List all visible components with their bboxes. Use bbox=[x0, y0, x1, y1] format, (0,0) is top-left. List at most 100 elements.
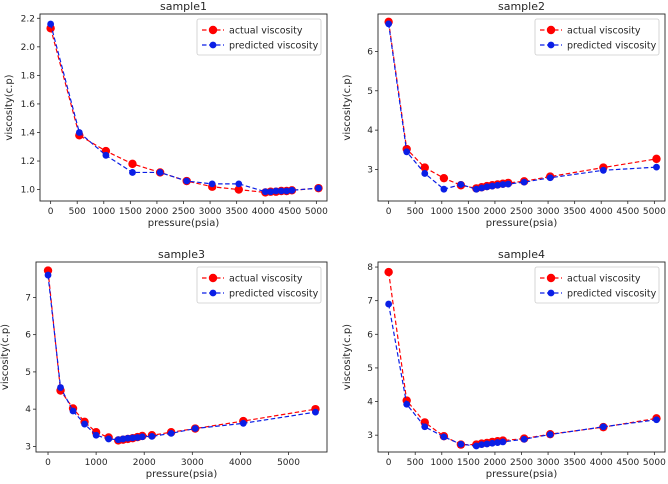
data-point bbox=[129, 169, 136, 176]
x-tick-label: 2500 bbox=[172, 207, 195, 217]
legend-box bbox=[534, 266, 660, 304]
x-tick-label: 0 bbox=[45, 458, 51, 468]
x-tick-label: 1500 bbox=[457, 458, 480, 468]
x-tick-label: 4000 bbox=[590, 458, 613, 468]
data-point bbox=[183, 177, 191, 185]
data-point bbox=[472, 185, 480, 193]
data-point bbox=[44, 271, 52, 279]
legend-marker bbox=[546, 25, 556, 35]
legend-label: actual viscosity bbox=[567, 274, 641, 285]
x-tick-label: 2500 bbox=[510, 458, 533, 468]
data-point bbox=[312, 408, 319, 416]
data-point bbox=[478, 184, 486, 192]
y-tick-label: 1.2 bbox=[21, 157, 35, 167]
legend-marker bbox=[209, 289, 217, 297]
series-predicted bbox=[385, 20, 660, 193]
data-point bbox=[156, 169, 164, 176]
legend-marker bbox=[546, 273, 556, 283]
y-tick-label: 7 bbox=[25, 293, 31, 303]
y-tick-label: 5 bbox=[25, 368, 31, 378]
y-axis-label: viscosity(c.p) bbox=[0, 324, 11, 390]
x-tick-label: 500 bbox=[69, 207, 86, 217]
data-point bbox=[520, 178, 528, 186]
data-point bbox=[440, 433, 448, 441]
x-tick-label: 3000 bbox=[181, 458, 204, 468]
subplot-3: sample3 0 1000 2000 3000 4000 5000 3 4 5 6 7 pressur… bbox=[0, 248, 328, 480]
x-tick-label: 5000 bbox=[305, 207, 328, 217]
data-point bbox=[457, 440, 465, 448]
data-point bbox=[546, 431, 554, 438]
y-axis-label: viscosity(c.p) bbox=[342, 324, 353, 390]
data-point bbox=[288, 186, 296, 194]
data-point bbox=[599, 423, 607, 431]
legend-label: predicted viscosity bbox=[229, 289, 319, 300]
y-tick-label: 4 bbox=[367, 126, 373, 136]
data-point bbox=[488, 182, 496, 190]
data-point bbox=[652, 154, 661, 164]
y-tick-label: 1.6 bbox=[21, 100, 36, 110]
x-tick-label: 5000 bbox=[643, 207, 666, 217]
series-line bbox=[388, 21, 657, 190]
legend: actual viscosity predicted viscosity bbox=[196, 266, 322, 304]
data-point bbox=[384, 267, 393, 277]
x-tick-label: 3000 bbox=[199, 207, 222, 217]
x-tick-label: 2000 bbox=[145, 207, 168, 217]
legend-marker bbox=[547, 289, 555, 297]
y-tick-label: 5 bbox=[367, 364, 373, 374]
x-tick-label: 1000 bbox=[430, 207, 453, 217]
y-tick-label: 1.4 bbox=[21, 128, 36, 138]
x-tick-label: 4500 bbox=[616, 458, 639, 468]
legend: actual viscosity predicted viscosity bbox=[196, 18, 322, 56]
x-tick-label: 1500 bbox=[457, 207, 480, 217]
data-point bbox=[520, 435, 528, 443]
y-tick-label: 3 bbox=[367, 431, 373, 441]
x-axis-label: pressure(psia) bbox=[146, 469, 218, 480]
data-point bbox=[167, 429, 175, 437]
series-predicted bbox=[385, 300, 660, 450]
legend-label: actual viscosity bbox=[229, 26, 303, 37]
data-point bbox=[494, 181, 501, 189]
y-tick-label: 6 bbox=[367, 330, 373, 340]
data-point bbox=[403, 400, 411, 408]
chart-title: sample1 bbox=[160, 0, 207, 13]
legend-marker bbox=[547, 41, 555, 49]
y-tick-label: 5 bbox=[367, 87, 373, 97]
chart-title: sample2 bbox=[498, 0, 545, 13]
data-point bbox=[421, 423, 429, 431]
x-tick-label: 0 bbox=[386, 207, 392, 217]
data-point bbox=[47, 20, 55, 28]
data-point bbox=[483, 183, 491, 191]
legend-box bbox=[534, 18, 660, 56]
y-tick-label: 2.2 bbox=[21, 14, 35, 24]
legend-label: predicted viscosity bbox=[567, 289, 657, 300]
x-tick-label: 1000 bbox=[430, 458, 453, 468]
x-tick-label: 0 bbox=[386, 458, 392, 468]
y-tick-label: 1.8 bbox=[21, 71, 36, 81]
data-point bbox=[105, 435, 113, 443]
x-tick-label: 4000 bbox=[252, 207, 275, 217]
x-axis-label: pressure(psia) bbox=[148, 218, 220, 229]
data-point bbox=[420, 163, 429, 172]
legend-marker bbox=[208, 273, 218, 283]
x-tick-label: 5000 bbox=[643, 458, 666, 468]
data-point bbox=[499, 438, 507, 446]
data-point bbox=[385, 300, 393, 308]
y-tick-label: 4 bbox=[367, 398, 373, 408]
y-tick-label: 2.0 bbox=[21, 43, 36, 53]
data-point bbox=[261, 188, 269, 196]
data-point bbox=[472, 442, 480, 450]
data-point bbox=[57, 384, 64, 391]
series-predicted bbox=[47, 20, 322, 196]
y-tick-label: 6 bbox=[367, 47, 373, 57]
legend-marker bbox=[209, 41, 217, 49]
data-point bbox=[267, 188, 275, 196]
x-tick-label: 5000 bbox=[277, 458, 300, 468]
x-tick-label: 4500 bbox=[616, 207, 639, 217]
data-point bbox=[148, 432, 156, 440]
data-point bbox=[138, 433, 146, 441]
x-tick-label: 2500 bbox=[510, 207, 533, 217]
legend-label: actual viscosity bbox=[229, 274, 303, 285]
data-point bbox=[478, 441, 486, 449]
data-point bbox=[494, 439, 501, 446]
